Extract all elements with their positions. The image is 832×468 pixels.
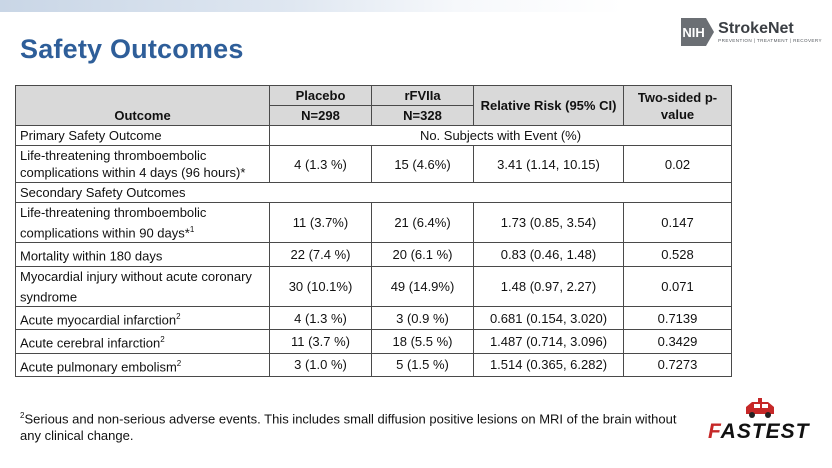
table-row: Life-threatening thromboembolic complica… bbox=[15, 201, 732, 244]
table-row: Mortality within 180 days 22 (7.4 %) 20 … bbox=[15, 242, 732, 267]
table-row: Acute myocardial infarction2 4 (1.3 %) 3… bbox=[15, 305, 732, 331]
placebo-cell: 4 (1.3 %) bbox=[269, 145, 372, 183]
outcome-text: Acute pulmonary embolism bbox=[20, 358, 177, 374]
relative-risk-cell: 0.681 (0.154, 3.020) bbox=[473, 305, 624, 331]
outcome-text: Acute myocardial infarction bbox=[20, 312, 177, 328]
placebo-cell: 30 (10.1%) bbox=[269, 265, 372, 307]
outcome-cell: Life-threatening thromboembolic complica… bbox=[15, 145, 270, 183]
header-row-2: N=298 N=328 bbox=[16, 105, 732, 126]
outcome-cell: Life-threatening thromboembolic complica… bbox=[15, 201, 270, 244]
table-row: Myocardial injury without acute coronary… bbox=[15, 265, 732, 307]
p-value-cell: 0.7139 bbox=[623, 305, 732, 331]
header-placebo-n: N=298 bbox=[269, 105, 372, 126]
header-outcome: Outcome bbox=[15, 85, 270, 126]
placebo-cell: 11 (3.7%) bbox=[269, 201, 372, 244]
rfviia-cell: 20 (6.1 %) bbox=[371, 242, 474, 267]
rfviia-cell: 18 (5.5 %) bbox=[371, 329, 474, 354]
nih-badge: NIH bbox=[681, 18, 715, 46]
relative-risk-cell: 0.83 (0.46, 1.48) bbox=[473, 242, 624, 267]
header-relative-risk: Relative Risk (95% CI) bbox=[473, 85, 624, 126]
ambulance-icon bbox=[746, 398, 774, 418]
footnote: 2Serious and non-serious adverse events.… bbox=[20, 407, 700, 444]
fastest-wordmark: FASTEST bbox=[708, 420, 810, 444]
safety-outcomes-table: Outcome Placebo rFVIIa Relative Risk (95… bbox=[15, 85, 732, 377]
relative-risk-cell: 1.48 (0.97, 2.27) bbox=[473, 265, 624, 307]
rfviia-cell: 15 (4.6%) bbox=[371, 145, 474, 183]
outcome-cell: Acute myocardial infarction2 bbox=[15, 305, 270, 331]
nih-strokenet-logo: NIH StrokeNet PREVENTION | TREATMENT | R… bbox=[681, 18, 822, 46]
top-accent-bar bbox=[0, 0, 832, 12]
header-rfviia: rFVIIa bbox=[371, 85, 474, 106]
relative-risk-cell: 1.487 (0.714, 3.096) bbox=[473, 329, 624, 354]
slide-title: Safety Outcomes bbox=[20, 34, 244, 64]
outcome-text: Life-threatening thromboembolic complica… bbox=[20, 205, 207, 241]
table-row: Acute pulmonary embolism2 3 (1.0 %) 5 (1… bbox=[15, 352, 732, 377]
outcome-text: Acute cerebral infarction bbox=[20, 335, 161, 351]
outcome-text: Myocardial injury without acute coronary… bbox=[20, 268, 252, 304]
footnote-marker: 1 bbox=[189, 225, 195, 234]
relative-risk-cell: 3.41 (1.14, 10.15) bbox=[473, 145, 624, 183]
relative-risk-cell: 1.514 (0.365, 6.282) bbox=[473, 352, 624, 377]
p-value-cell: 0.071 bbox=[623, 265, 732, 307]
outcome-text: Mortality within 180 days bbox=[20, 248, 163, 264]
fastest-first-letter: F bbox=[708, 420, 721, 443]
footnote-number: 2 bbox=[20, 411, 25, 420]
primary-section-label: Primary Safety Outcome bbox=[15, 125, 270, 146]
table-row-primary: Life-threatening thromboembolic complica… bbox=[15, 145, 732, 183]
rfviia-cell: 3 (0.9 %) bbox=[371, 305, 474, 331]
footnote-marker: 2 bbox=[176, 311, 181, 321]
p-value-cell: 0.147 bbox=[623, 201, 732, 244]
rfviia-cell: 21 (6.4%) bbox=[371, 201, 474, 244]
header-row-1: Outcome Placebo rFVIIa Relative Risk (95… bbox=[15, 85, 732, 126]
rfviia-cell: 5 (1.5 %) bbox=[371, 352, 474, 377]
fastest-logo: FASTEST bbox=[708, 398, 812, 448]
outcome-cell: Mortality within 180 days bbox=[15, 242, 270, 267]
relative-risk-cell: 1.73 (0.85, 3.54) bbox=[473, 201, 624, 244]
placebo-cell: 22 (7.4 %) bbox=[269, 242, 372, 267]
footnote-marker: 2 bbox=[160, 335, 165, 345]
placebo-cell: 4 (1.3 %) bbox=[269, 305, 372, 331]
secondary-section-row: Secondary Safety Outcomes bbox=[15, 182, 732, 203]
p-value-cell: 0.3429 bbox=[623, 329, 732, 354]
secondary-section-label: Secondary Safety Outcomes bbox=[15, 182, 732, 203]
strokenet-wordmark: StrokeNet PREVENTION | TREATMENT | RECOV… bbox=[706, 18, 822, 46]
outcome-cell: Myocardial injury without acute coronary… bbox=[15, 265, 270, 307]
p-value-cell: 0.528 bbox=[623, 242, 732, 267]
events-label: No. Subjects with Event (%) bbox=[269, 125, 732, 146]
strokenet-name: StrokeNet bbox=[718, 20, 794, 37]
fastest-rest: ASTEST bbox=[720, 420, 810, 443]
outcome-cell: Acute pulmonary embolism2 bbox=[15, 352, 270, 377]
p-value-cell: 0.7273 bbox=[623, 352, 732, 377]
header-placebo: Placebo bbox=[269, 85, 372, 106]
header-rfviia-n: N=328 bbox=[371, 105, 474, 126]
rfviia-cell: 49 (14.9%) bbox=[371, 265, 474, 307]
primary-section-row: Primary Safety Outcome No. Subjects with… bbox=[15, 125, 732, 146]
placebo-cell: 3 (1.0 %) bbox=[269, 352, 372, 377]
p-value-cell: 0.02 bbox=[623, 145, 732, 183]
footnote-text: Serious and non-serious adverse events. … bbox=[20, 411, 677, 444]
footnote-marker: 2 bbox=[176, 358, 182, 368]
outcome-cell: Acute cerebral infarction2 bbox=[15, 329, 270, 354]
table-row: Acute cerebral infarction2 11 (3.7 %) 18… bbox=[15, 329, 732, 354]
placebo-cell: 11 (3.7 %) bbox=[269, 329, 372, 354]
header-p-value: Two-sided p-value bbox=[623, 85, 732, 126]
strokenet-tagline: PREVENTION | TREATMENT | RECOVERY bbox=[718, 38, 822, 43]
